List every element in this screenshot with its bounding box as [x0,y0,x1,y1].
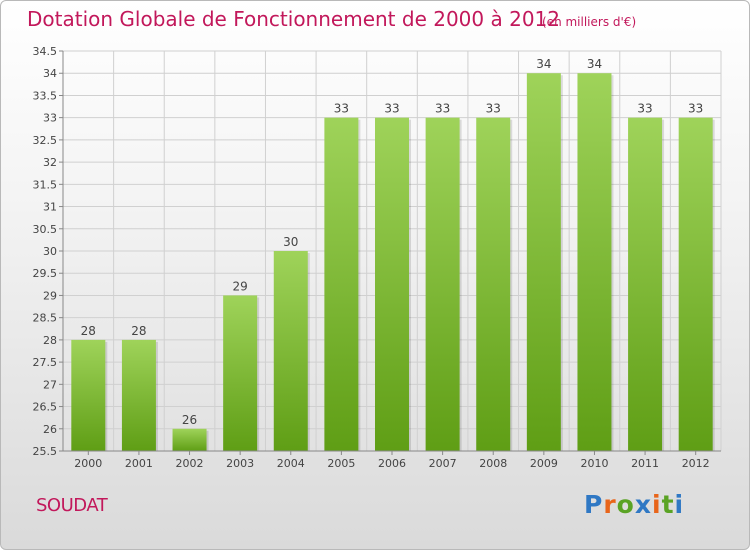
bar-value-label: 33 [435,102,450,116]
y-tick-label: 31 [43,201,57,214]
bar-value-label: 28 [81,324,96,338]
y-tick-label: 27.5 [33,356,58,369]
x-tick-label: 2009 [530,457,558,470]
bar-value-label: 30 [283,235,298,249]
bar-value-label: 33 [688,102,703,116]
bar [172,428,207,451]
bar [71,339,106,451]
bar [577,73,612,451]
bar-value-label: 34 [536,57,551,71]
y-tick-label: 33.5 [33,89,58,102]
x-tick-label: 2001 [125,457,153,470]
y-tick-label: 30.5 [33,223,58,236]
x-tick-label: 2005 [327,457,355,470]
y-tick-label: 29 [43,289,57,302]
bar-value-label: 33 [637,102,652,116]
bar [476,117,511,452]
logo-letter: r [603,490,617,519]
x-tick-label: 2004 [277,457,305,470]
y-tick-label: 25.5 [33,445,58,458]
y-tick-label: 33 [43,112,57,125]
x-tick-label: 2010 [580,457,608,470]
bar-value-label: 33 [384,102,399,116]
y-tick-label: 34 [43,67,57,80]
bar [628,117,663,452]
bar-value-label: 33 [334,102,349,116]
logo-letter: o [616,490,635,519]
bar [324,117,359,452]
logo-letter: i [674,490,685,519]
y-tick-label: 32 [43,156,57,169]
town-name: SOUDAT [36,495,108,516]
bar [425,117,460,452]
logo-letter: t [661,490,675,519]
bar-value-label: 26 [182,413,197,427]
y-tick-label: 29.5 [33,267,58,280]
x-tick-label: 2007 [429,457,457,470]
bar-value-label: 33 [486,102,501,116]
y-tick-label: 28.5 [33,312,58,325]
y-tick-label: 32.5 [33,134,58,147]
bar [375,117,409,452]
y-tick-label: 34.5 [33,45,58,58]
y-tick-label: 27 [43,378,57,391]
y-tick-label: 30 [43,245,57,258]
proxiti-logo[interactable]: Proxiti [584,490,684,519]
bar-value-label: 28 [131,324,146,338]
bar [273,251,308,451]
x-tick-label: 2002 [176,457,204,470]
y-tick-label: 26 [43,423,57,436]
bar [121,339,156,451]
x-tick-label: 2003 [226,457,254,470]
logo-letter: P [584,490,604,519]
logo-letter: x [634,490,652,519]
bar [526,73,561,451]
y-tick-label: 31.5 [33,178,58,191]
bar-value-label: 29 [233,279,248,293]
chart-subtitle: (en milliers d'€) [542,15,637,29]
x-tick-label: 2011 [631,457,659,470]
bar [223,295,258,451]
x-tick-label: 2012 [682,457,710,470]
bar [678,117,713,452]
x-tick-label: 2000 [74,457,102,470]
x-tick-label: 2008 [479,457,507,470]
logo-letter: i [652,490,662,519]
y-tick-label: 28 [43,334,57,347]
y-tick-label: 26.5 [33,401,58,414]
x-tick-label: 2006 [378,457,406,470]
bar-value-label: 34 [587,57,602,71]
chart-title: Dotation Globale de Fonctionnement de 20… [27,7,560,31]
